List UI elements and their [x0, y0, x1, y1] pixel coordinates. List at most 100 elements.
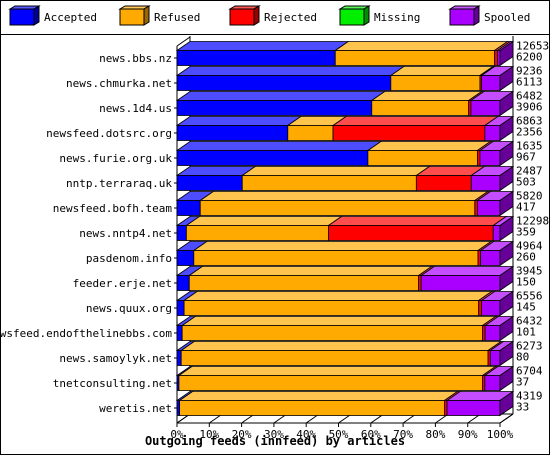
legend-swatch [119, 8, 145, 26]
legend-swatch-side [33, 5, 40, 26]
x-tick-label: 60% [361, 428, 381, 441]
category-label: tnetconsulting.net [53, 377, 172, 390]
bar-front-face [371, 100, 470, 116]
legend-item-rejected: Rejected [228, 5, 317, 26]
bar-top-face [175, 66, 406, 76]
category-label: pasdenom.info [86, 252, 172, 265]
bar-front-face [176, 350, 182, 366]
bar-side-face [499, 390, 514, 417]
bar-top-face [366, 141, 492, 151]
bar-top-face [192, 241, 493, 251]
bar-top-face [178, 391, 459, 401]
bar-top-face [180, 316, 497, 326]
bar-segment-accepted [175, 41, 350, 66]
bar-front-face [481, 75, 501, 91]
x-axis-label: Outgoing feeds (innfeed) by articles [145, 434, 405, 448]
legend-item-missing: Missing [338, 5, 420, 26]
bar-side-face [499, 165, 514, 192]
offered-label: 6704 [516, 365, 543, 378]
bar-segment-accepted [175, 241, 209, 266]
category-label: news.chmurka.net [66, 77, 172, 90]
offered-label: 6556 [516, 290, 543, 303]
bar-front-face [176, 50, 336, 66]
bar-top-face [179, 341, 503, 351]
bar-top-face [389, 66, 495, 76]
accepted-label: 101 [516, 326, 536, 339]
bar-top-face [175, 41, 350, 51]
bar-front-face [176, 250, 195, 266]
bar-front-face [199, 200, 476, 216]
bar-front-face [287, 125, 334, 141]
bar-front-face [328, 225, 494, 241]
legend-item-accepted: Accepted [8, 5, 97, 26]
x-tick-label: 30% [264, 428, 284, 441]
bar-front-face [332, 125, 486, 141]
bar-segment-refused [185, 216, 343, 241]
bar-segment-refused [240, 166, 431, 191]
category-label: news.1d4.us [99, 102, 172, 115]
bar-front-face [480, 250, 501, 266]
bar-side-face [499, 240, 514, 267]
bar-segment-refused [192, 241, 493, 266]
accepted-label: 359 [516, 226, 536, 239]
legend-swatch-side [143, 5, 150, 26]
offered-label: 2487 [516, 165, 543, 178]
bar-front-face [180, 350, 489, 366]
accepted-label: 150 [516, 276, 536, 289]
accepted-label: 37 [516, 376, 529, 389]
bar-top-face [175, 141, 383, 151]
bar-segment-spooled [419, 266, 515, 291]
bar-top-face [175, 116, 303, 126]
offered-label: 6432 [516, 315, 543, 328]
bar-front-face [415, 175, 472, 191]
legend-swatch-side [253, 5, 260, 26]
bar-front-face [176, 100, 373, 116]
accepted-label: 417 [516, 201, 536, 214]
offered-label: 12298 [516, 215, 549, 228]
x-tick-label: 80% [425, 428, 445, 441]
bar-front-face [446, 400, 501, 416]
bar-segment-accepted [175, 66, 406, 91]
x-tick-depth [499, 413, 514, 424]
bar-side-face [499, 90, 514, 117]
bar-segment-refused [180, 316, 497, 341]
bar-segment-accepted [175, 191, 215, 216]
accepted-label: 6113 [516, 76, 543, 89]
bar-side-face [499, 265, 514, 292]
bar-segment-refused [333, 41, 509, 66]
x-tick-label: 50% [329, 428, 349, 441]
bar-side-face [499, 65, 514, 92]
offered-label: 4964 [516, 240, 543, 253]
bar-segment-refused [187, 266, 433, 291]
bar-front-face [178, 375, 483, 391]
legend-label: Accepted [44, 11, 97, 24]
x-tick-label: 40% [296, 428, 316, 441]
offered-label: 4319 [516, 390, 543, 403]
legend-label: Refused [154, 11, 200, 24]
bar-side-face [499, 40, 514, 67]
accepted-label: 3906 [516, 101, 543, 114]
bar-top-face [327, 216, 508, 226]
accepted-label: 33 [516, 401, 529, 414]
bar-front-face [176, 325, 183, 341]
bar-front-face [470, 100, 501, 116]
category-label: feeder.erje.net [73, 277, 172, 290]
bar-front-face [176, 275, 190, 291]
bar-front-face [334, 50, 495, 66]
bar-segment-refused [182, 291, 493, 316]
bar-front-face [479, 150, 501, 166]
bar-front-face [390, 75, 481, 91]
bar-side-face [499, 365, 514, 392]
bar-front-face [481, 300, 501, 316]
bar-front-face [478, 300, 482, 316]
bar-side-face [499, 140, 514, 167]
accepted-label: 2356 [516, 126, 543, 139]
